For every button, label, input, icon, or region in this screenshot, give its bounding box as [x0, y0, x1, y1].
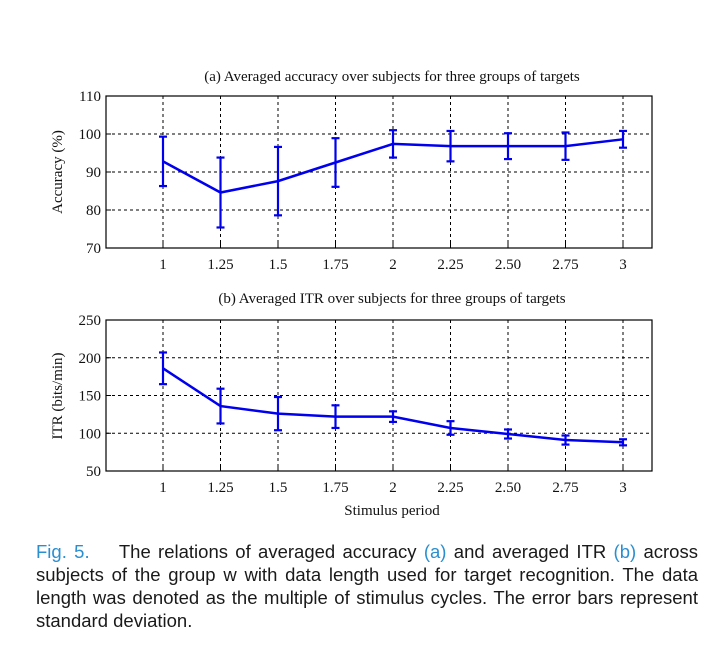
y-tick-label: 250	[79, 313, 102, 329]
x-tick-labels-a: 1 1.25 1.5 1.75 2 2.25 2.50 2.75 3	[159, 243, 627, 273]
accuracy-panel: (a) Averaged accuracy over subjects for …	[50, 69, 653, 273]
error-bar	[159, 351, 167, 386]
error-bar	[216, 387, 225, 425]
x-tick-label: 2.50	[495, 257, 521, 273]
error-bar	[274, 145, 282, 217]
error-bar	[159, 135, 167, 188]
y-tick-label: 100	[79, 127, 102, 143]
x-tick-label: 2	[389, 257, 397, 273]
caption-ref-b: (b)	[613, 541, 637, 562]
error-bar	[561, 131, 570, 161]
y-tick-label: 70	[86, 241, 101, 257]
x-tick-label: 3	[619, 257, 627, 273]
y-tick-label: 150	[79, 389, 102, 405]
error-bar	[331, 404, 340, 430]
error-bar	[504, 428, 512, 440]
x-tick-label: 2.75	[552, 480, 578, 496]
error-bar	[619, 438, 627, 447]
error-bar	[504, 132, 512, 161]
error-bar	[446, 420, 455, 436]
y-tick-label: 80	[86, 203, 101, 219]
x-tick-label: 2	[389, 480, 397, 496]
x-tick-label: 1	[159, 480, 167, 496]
x-tick-label: 2.25	[437, 257, 463, 273]
x-tick-label: 2.75	[552, 257, 578, 273]
caption-text-1: The relations of averaged accuracy	[118, 541, 424, 562]
y-axis-label-b: ITR (bits/min)	[50, 352, 66, 439]
caption-text-3: across subjects of the group w with data…	[36, 541, 698, 631]
series-a	[159, 129, 627, 229]
series-b	[159, 351, 627, 447]
chart-title-a: (a) Averaged accuracy over subjects for …	[204, 69, 580, 85]
y-tick-labels-a: 70 80 90 100 110	[79, 89, 111, 257]
y-tick-label: 110	[79, 89, 101, 105]
error-bar	[216, 156, 225, 229]
x-axis-label-b: Stimulus period	[344, 503, 440, 519]
caption-text-2: and averaged ITR	[446, 541, 614, 562]
y-tick-label: 100	[79, 426, 102, 442]
itr-panel: (b) Averaged ITR over subjects for three…	[50, 291, 653, 519]
error-bar	[389, 129, 397, 159]
error-bar	[619, 129, 627, 149]
figure-caption: Fig. 5. The relations of averaged accura…	[36, 540, 698, 632]
y-tick-label: 200	[79, 351, 102, 367]
x-tick-label: 1.5	[269, 257, 288, 273]
caption-fig-label: Fig. 5.	[36, 541, 90, 562]
gridlines-a	[106, 96, 652, 248]
x-tick-label: 1.25	[207, 257, 233, 273]
x-tick-label: 3	[619, 480, 627, 496]
x-tick-label: 1.25	[207, 480, 233, 496]
error-bar	[331, 137, 340, 188]
error-bar	[274, 395, 282, 432]
figure: (a) Averaged accuracy over subjects for …	[50, 69, 653, 519]
error-bar	[446, 129, 455, 163]
gridlines-b	[106, 320, 652, 471]
x-tick-label: 2.50	[495, 480, 521, 496]
x-tick-label: 1.75	[322, 480, 348, 496]
x-tick-label: 1.75	[322, 257, 348, 273]
y-axis-label-a: Accuracy (%)	[50, 130, 66, 214]
error-bar	[561, 434, 570, 446]
error-bar	[389, 410, 397, 424]
caption-ref-a: (a)	[423, 541, 447, 562]
x-tick-label: 1.5	[269, 480, 288, 496]
chart-title-b: (b) Averaged ITR over subjects for three…	[218, 291, 565, 307]
y-tick-labels-b: 50 100 150 200 250	[79, 313, 111, 480]
y-tick-label: 50	[86, 464, 101, 480]
x-tick-labels-b: 1 1.25 1.5 1.75 2 2.25 2.50 2.75 3	[159, 466, 627, 496]
y-tick-label: 90	[86, 165, 101, 181]
x-tick-label: 1	[159, 257, 167, 273]
x-tick-label: 2.25	[437, 480, 463, 496]
